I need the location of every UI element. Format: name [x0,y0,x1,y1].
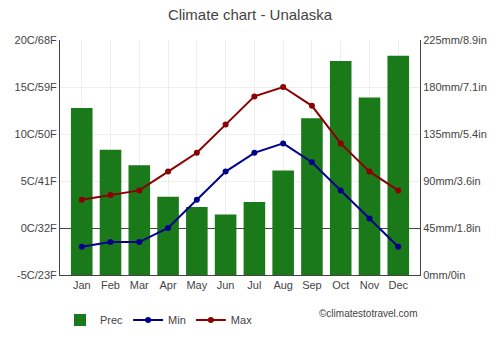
svg-text:225mm/8.9in: 225mm/8.9in [423,34,487,46]
svg-text:Max: Max [231,314,252,326]
svg-text:Feb: Feb [101,279,120,291]
svg-text:0mm/0in: 0mm/0in [423,269,465,281]
svg-text:-5C/23F: -5C/23F [17,269,57,281]
svg-text:90mm/3.6in: 90mm/3.6in [423,175,480,187]
svg-text:0C/32F: 0C/32F [21,222,57,234]
svg-text:Min: Min [168,314,186,326]
svg-text:May: May [186,279,207,291]
svg-text:Climate chart - Unalaska: Climate chart - Unalaska [168,6,333,23]
svg-text:Apr: Apr [160,279,177,291]
svg-text:Sep: Sep [302,279,322,291]
svg-text:Nov: Nov [360,279,380,291]
svg-text:135mm/5.4in: 135mm/5.4in [423,128,487,140]
svg-text:Aug: Aug [273,279,293,291]
svg-text:10C/50F: 10C/50F [15,128,57,140]
svg-text:Oct: Oct [332,279,349,291]
svg-text:Dec: Dec [388,279,408,291]
svg-text:©climatestotravel.com: ©climatestotravel.com [319,308,418,319]
svg-text:180mm/7.1in: 180mm/7.1in [423,81,487,93]
svg-text:Prec: Prec [100,314,123,326]
svg-text:Jan: Jan [73,279,91,291]
svg-text:Mar: Mar [130,279,149,291]
svg-text:20C/68F: 20C/68F [15,34,57,46]
svg-text:Jul: Jul [247,279,261,291]
svg-text:Jun: Jun [217,279,235,291]
svg-text:45mm/1.8in: 45mm/1.8in [423,222,480,234]
svg-text:15C/59F: 15C/59F [15,81,57,93]
svg-text:5C/41F: 5C/41F [21,175,57,187]
